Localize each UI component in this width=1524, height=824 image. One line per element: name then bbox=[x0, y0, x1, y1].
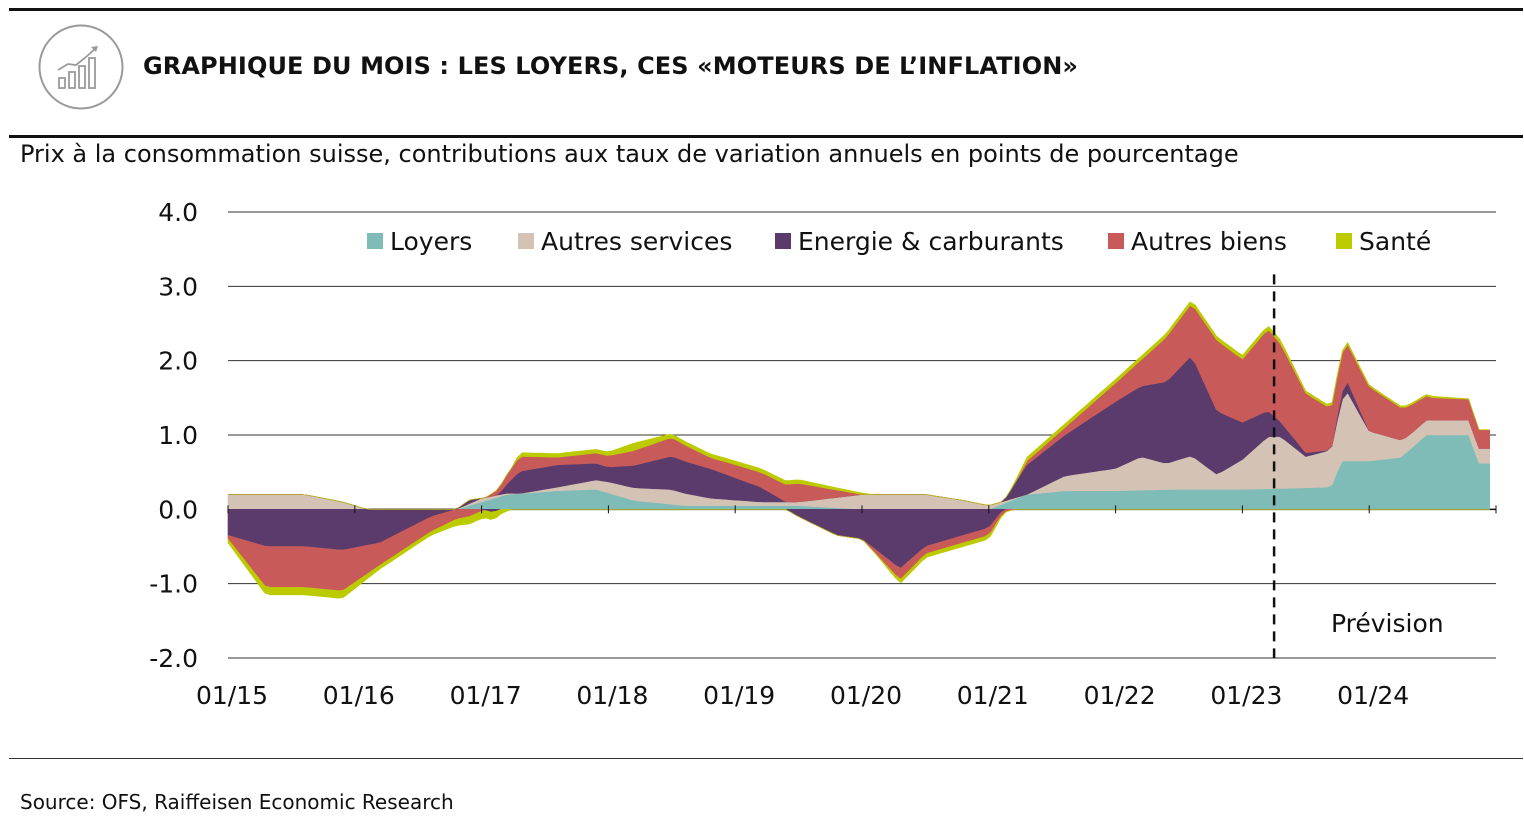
x-tick-label: 01/22 bbox=[1084, 681, 1156, 710]
x-tick-label: 01/19 bbox=[703, 681, 775, 710]
chart-areas bbox=[227, 301, 1490, 599]
rising-bar-chart-icon bbox=[38, 24, 124, 110]
forecast-label: Prévision bbox=[1331, 609, 1444, 638]
legend-swatch bbox=[367, 233, 383, 249]
x-tick-label: 01/20 bbox=[830, 681, 902, 710]
x-tick-label: 01/16 bbox=[323, 681, 395, 710]
legend-swatch bbox=[518, 233, 534, 249]
x-tick-label: 01/17 bbox=[450, 681, 522, 710]
chart-subtitle: Prix à la consommation suisse, contribut… bbox=[20, 140, 1239, 168]
legend-swatch bbox=[775, 233, 791, 249]
chart-legend: Loyers Autres services Energie & carburant… bbox=[367, 227, 1431, 256]
stacked-area-chart: 4.03.02.01.00.0-1.0-2.0 01/15 01/16 01/17 0… bbox=[149, 198, 1497, 710]
y-tick-label: 3.0 bbox=[158, 272, 198, 301]
page-title: GRAPHIQUE DU MOIS : LES LOYERS, CES «MOT… bbox=[143, 52, 1078, 80]
top-rule bbox=[9, 8, 1523, 11]
legend-swatch bbox=[1108, 233, 1124, 249]
y-tick-label: -2.0 bbox=[149, 644, 198, 673]
legend-label: Loyers bbox=[390, 227, 472, 256]
legend-label: Autres services bbox=[541, 227, 732, 256]
x-tick-label: 01/24 bbox=[1337, 681, 1409, 710]
x-tick-label: 01/15 bbox=[196, 681, 268, 710]
x-tick-label: 01/18 bbox=[576, 681, 648, 710]
legend-label: Santé bbox=[1359, 227, 1431, 256]
source-note: Source: OFS, Raiffeisen Economic Researc… bbox=[20, 790, 454, 814]
x-tick-label: 01/21 bbox=[957, 681, 1029, 710]
area-sant- bbox=[227, 509, 1490, 599]
y-tick-label: 0.0 bbox=[158, 495, 198, 524]
y-tick-label: -1.0 bbox=[149, 570, 198, 599]
area-sant- bbox=[228, 301, 1490, 510]
y-tick-label: 1.0 bbox=[158, 421, 198, 450]
x-tick-label: 01/23 bbox=[1210, 681, 1282, 710]
y-tick-label: 2.0 bbox=[158, 347, 198, 376]
footer-rule bbox=[9, 758, 1523, 759]
header-rule bbox=[9, 135, 1523, 138]
legend-label: Autres biens bbox=[1131, 227, 1287, 256]
chart-axes: 01/15 01/16 01/17 01/18 01/19 01/20 01/21 01/22… bbox=[196, 505, 1497, 710]
y-tick-label: 4.0 bbox=[158, 198, 198, 227]
legend-swatch bbox=[1336, 233, 1352, 249]
legend-label: Energie & carburants bbox=[798, 227, 1064, 256]
